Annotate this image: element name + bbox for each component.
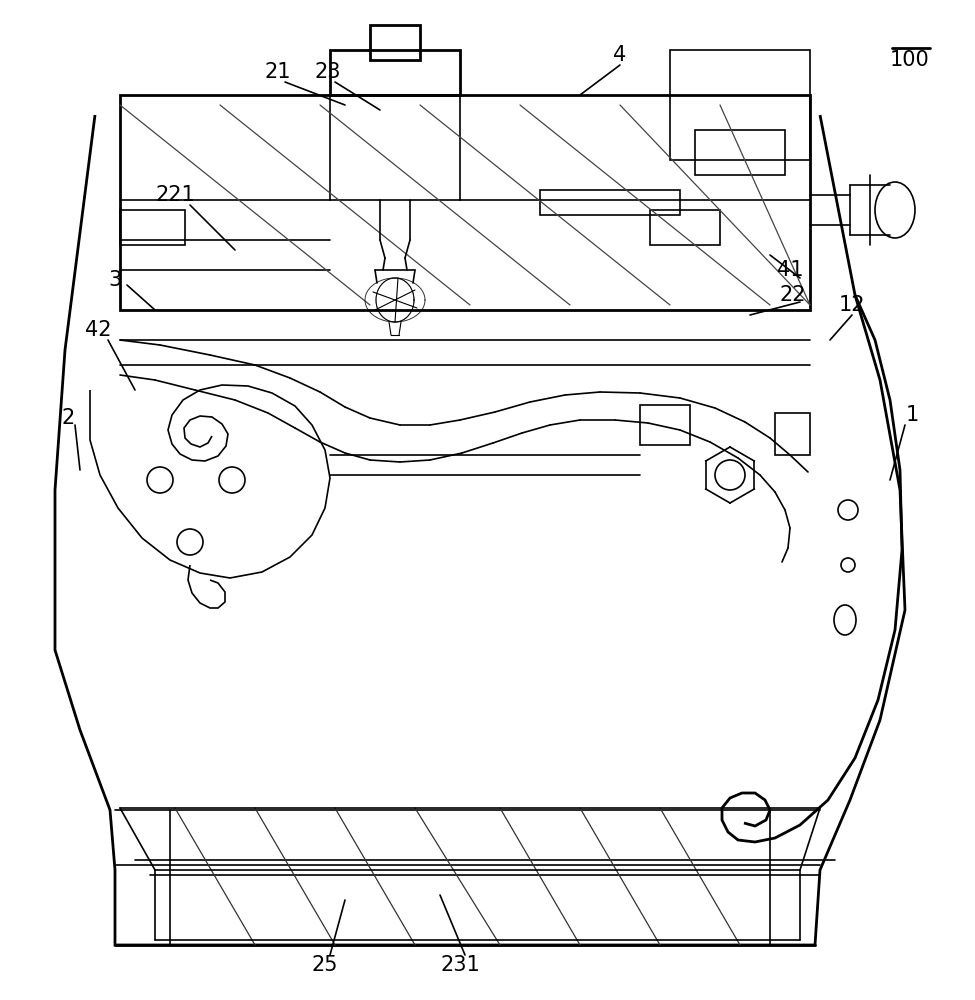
Ellipse shape [834, 605, 856, 635]
Text: 221: 221 [155, 185, 195, 205]
Text: 41: 41 [777, 260, 803, 280]
Circle shape [838, 500, 858, 520]
Bar [330, 50, 460, 95]
Text: 1: 1 [906, 405, 918, 425]
Bar [695, 130, 785, 175]
Bar [120, 95, 810, 310]
Text: 22: 22 [780, 285, 806, 305]
Circle shape [147, 467, 173, 493]
Circle shape [841, 558, 855, 572]
Bar [650, 210, 720, 245]
Bar [120, 210, 185, 245]
Bar [640, 405, 690, 445]
Text: 12: 12 [838, 295, 865, 315]
Bar [670, 50, 810, 160]
Circle shape [177, 529, 203, 555]
Circle shape [219, 467, 245, 493]
Text: 4: 4 [613, 45, 627, 65]
Bar [370, 25, 420, 60]
Ellipse shape [875, 182, 915, 238]
Text: 42: 42 [85, 320, 111, 340]
Text: 21: 21 [265, 62, 292, 82]
Text: 231: 231 [440, 955, 480, 975]
Text: 3: 3 [108, 270, 122, 290]
Circle shape [715, 460, 745, 490]
Text: 2: 2 [61, 408, 75, 428]
Text: 25: 25 [312, 955, 338, 975]
Text: 23: 23 [315, 62, 341, 82]
Text: 100: 100 [890, 50, 930, 70]
Bar [775, 413, 810, 455]
Bar [540, 190, 680, 215]
